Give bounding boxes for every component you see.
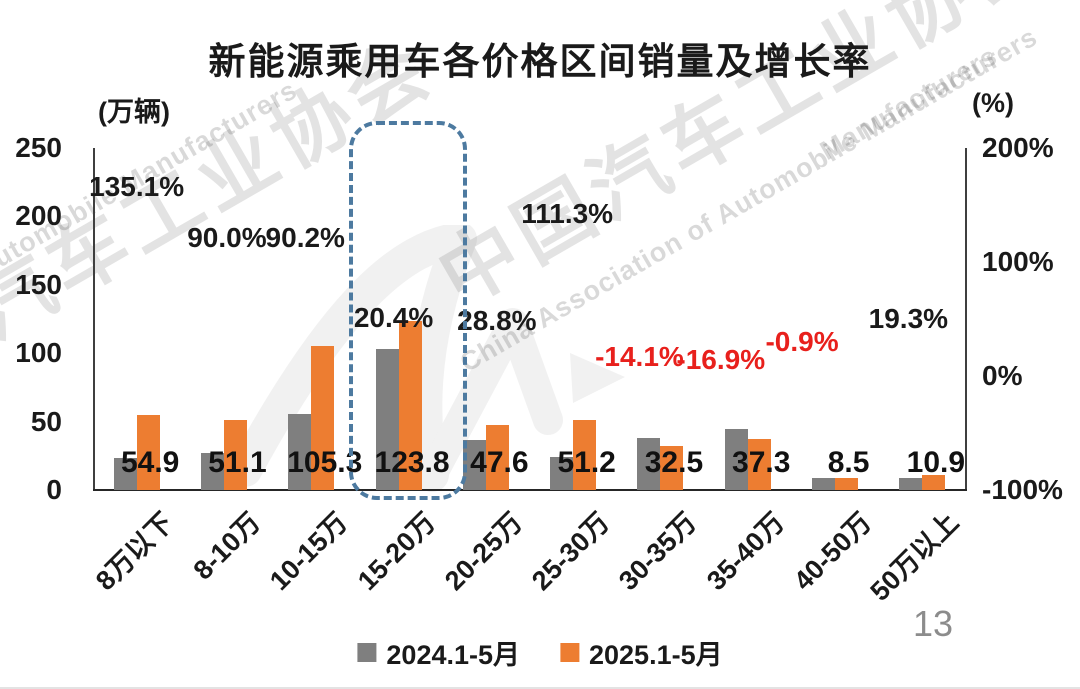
left-axis-tick-0: 0: [46, 474, 62, 505]
bar-2024-8万以下: [113, 458, 137, 490]
x-label-8万以下: 8万以下: [89, 506, 179, 597]
legend-swatch-2024.1-5月: [357, 643, 377, 662]
bar-2025-8万以下: [136, 414, 160, 490]
growth-label-25-30万: 111.3%: [521, 198, 614, 230]
x-label-15-20万: 15-20万: [351, 506, 441, 597]
growth-label-15-20万: 20.4%: [353, 301, 434, 333]
legend-item-2025.1-5月: 2025.1-5月: [560, 633, 723, 672]
value-label-8-10万: 51.1: [208, 446, 267, 479]
growth-label-40-50万: -0.9%: [765, 326, 839, 357]
left-axis-unit: (万辆): [98, 97, 170, 127]
bar-2025-30-35万: [660, 445, 684, 490]
value-label-40-50万: 8.5: [827, 446, 870, 479]
right-axis-tick-0%: 0%: [982, 360, 1023, 391]
value-label-15-20万: 123.8: [374, 446, 450, 479]
legend: 2024.1-5月 2025.1-5月: [357, 633, 723, 672]
value-label-8万以下: 54.9: [120, 446, 180, 479]
x-label-35-40万: 35-40万: [700, 506, 790, 597]
bar-2025-25-30万: [573, 420, 597, 490]
x-label-25-30万: 25-30万: [526, 506, 616, 597]
bar-2025-20-25万: [485, 424, 509, 490]
chart-title: 新能源乘用车各价格区间销量及增长率: [208, 41, 872, 82]
value-label-30-35万: 32.5: [644, 446, 704, 479]
left-axis-tick-250: 250: [15, 132, 62, 163]
bar-2025-15-20万: [398, 320, 422, 490]
left-axis-tick-50: 50: [30, 405, 62, 437]
growth-label-8万以下: 135.1%: [89, 171, 185, 202]
bar-2024-20-25万: [462, 439, 486, 490]
bar-2025-50万以上: [922, 475, 946, 490]
bar-2024-40-50万: [812, 478, 835, 490]
bar-2024-25-30万: [550, 456, 574, 490]
legend-label-2024.1-5月: 2024.1-5月: [386, 640, 520, 670]
slide-bottom-border: [0, 687, 1080, 689]
bar-2024-10-15万: [288, 414, 312, 490]
bar-2024-30-35万: [637, 438, 661, 490]
growth-label-20-25万: 28.8%: [457, 305, 537, 337]
growth-label-8-10万: 90.0%: [187, 222, 267, 254]
right-axis-line: [965, 148, 967, 490]
value-label-25-30万: 51.2: [557, 446, 616, 479]
growth-label-10-15万: 90.2%: [265, 222, 345, 254]
bar-2024-8-10万: [200, 453, 224, 490]
right-axis-unit: (%): [972, 88, 1014, 118]
value-label-35-40万: 37.3: [732, 446, 791, 479]
growth-label-35-40万: -16.9%: [676, 344, 766, 376]
left-axis-tick-100: 100: [15, 337, 62, 369]
bar-2024-15-20万: [375, 349, 399, 490]
right-axis-tick-100%: 100%: [982, 246, 1054, 277]
legend-item-2024.1-5月: 2024.1-5月: [357, 633, 520, 672]
x-label-20-25万: 20-25万: [438, 506, 529, 597]
right-axis-tick-200%: 200%: [982, 132, 1054, 163]
bar-2025-35-40万: [747, 439, 771, 490]
bar-2025-8-10万: [223, 420, 247, 490]
left-axis-tick-150: 150: [15, 268, 62, 300]
left-axis-line: [93, 148, 95, 490]
bar-2025-40-50万: [835, 478, 858, 490]
highlight-box-15-20wan: [349, 121, 467, 500]
growth-label-30-35万: -14.1%: [595, 341, 684, 373]
legend-label-2025.1-5月: 2025.1-5月: [589, 640, 723, 670]
x-label-50万以上: 50万以上: [864, 506, 965, 607]
legend-swatch-2025.1-5月: [560, 643, 579, 662]
left-axis-tick-200: 200: [15, 200, 62, 232]
x-axis-line: [93, 489, 967, 491]
x-label-10-15万: 10-15万: [264, 506, 354, 597]
value-label-50万以上: 10.9: [906, 446, 966, 479]
bar-2024-50万以上: [899, 477, 923, 490]
x-label-8-10万: 8-10万: [187, 506, 267, 586]
value-label-20-25万: 47.6: [470, 446, 529, 479]
x-label-30-35万: 30-35万: [613, 506, 703, 597]
bar-2025-10-15万: [311, 345, 335, 490]
growth-label-50万以上: 19.3%: [868, 303, 949, 334]
right-axis-tick--100%: -100%: [982, 474, 1063, 505]
bar-2024-35-40万: [724, 428, 748, 490]
page-number: 13: [913, 603, 954, 644]
